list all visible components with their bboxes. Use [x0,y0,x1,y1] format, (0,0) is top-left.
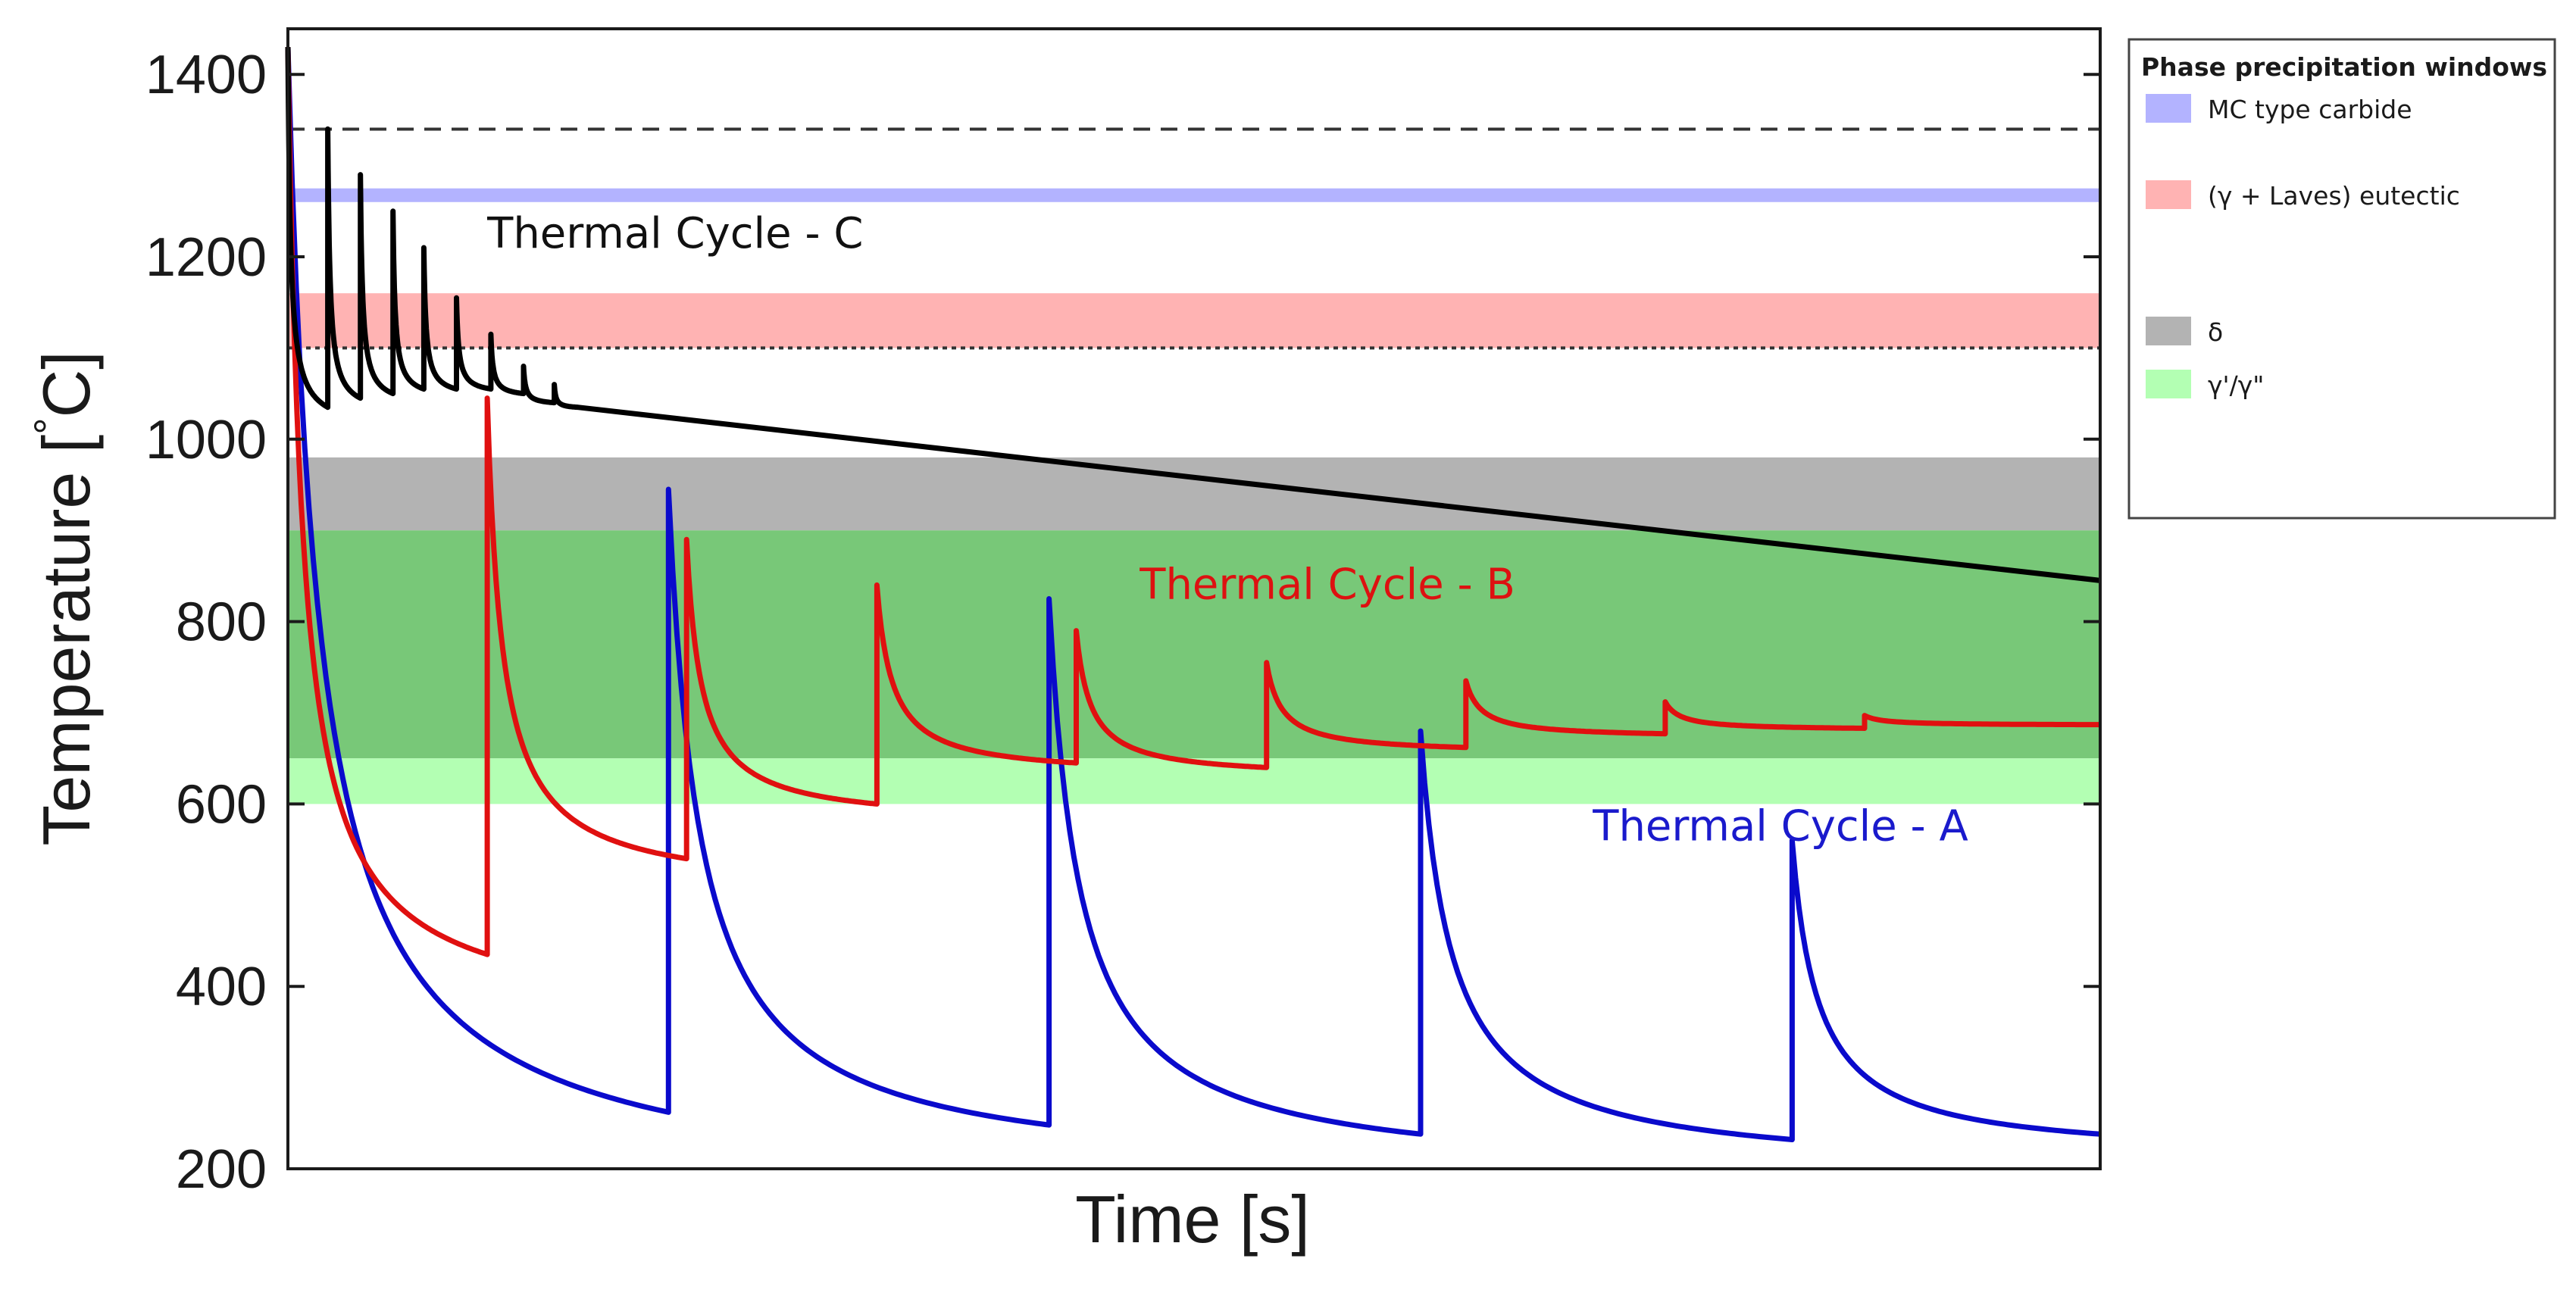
series-line-thermal-cycle-b [285,47,2101,957]
y-tick-label: 800 [176,592,267,653]
legend-swatch [2146,94,2191,123]
phase-band-3 [288,530,2100,759]
y-tick-label: 1000 [145,410,267,470]
y-tick-label: 1200 [145,227,267,288]
annotation-label-1: Thermal Cycle - B [1139,561,1515,610]
legend-label: MC type carbide [2208,95,2412,124]
y-ticks: 200 400 600 800 1000 1200 1400 [145,45,2100,1200]
legend-box [2127,38,2556,520]
series-line-thermal-cycle-a [285,46,2101,1142]
legend-label: δ [2208,317,2223,347]
legend-label: (γ + Laves) eutectic [2208,181,2460,211]
annotations: Thermal Cycle - C Thermal Cycle - B Therma… [486,209,1968,851]
plot-frame [286,27,2102,1170]
phase-band-2 [288,457,2100,531]
y-tick-label: 600 [176,774,267,835]
legend-swatch [2146,317,2191,345]
reference-lines [288,127,2100,350]
y-tick-label: 1400 [145,45,267,105]
y-axis-title: Temperature [°C] [25,351,104,845]
phase-band-4 [288,758,2100,804]
series-line-thermal-cycle-c [285,47,2101,583]
legend: Phase precipitation windows MC type carb… [2127,38,2556,520]
legend-title: Phase precipitation windows [2141,52,2547,82]
y-tick-label: 400 [176,957,267,1017]
phase-bands [288,188,2100,804]
y-tick-label: 200 [176,1139,267,1200]
legend-entries: MC type carbide (γ + Laves) eutectic δ γ'/γ… [2146,94,2460,400]
annotation-label-2: Thermal Cycle - A [1592,802,1968,851]
annotation-label-0: Thermal Cycle - C [486,209,863,258]
series-lines [285,46,2101,1142]
phase-band-0 [288,188,2100,202]
legend-swatch [2146,370,2191,398]
legend-label: γ'/γ" [2208,370,2264,400]
legend-swatch [2146,180,2191,209]
phase-band-1 [288,293,2100,348]
x-axis-title: Time [s] [1075,1182,1310,1257]
